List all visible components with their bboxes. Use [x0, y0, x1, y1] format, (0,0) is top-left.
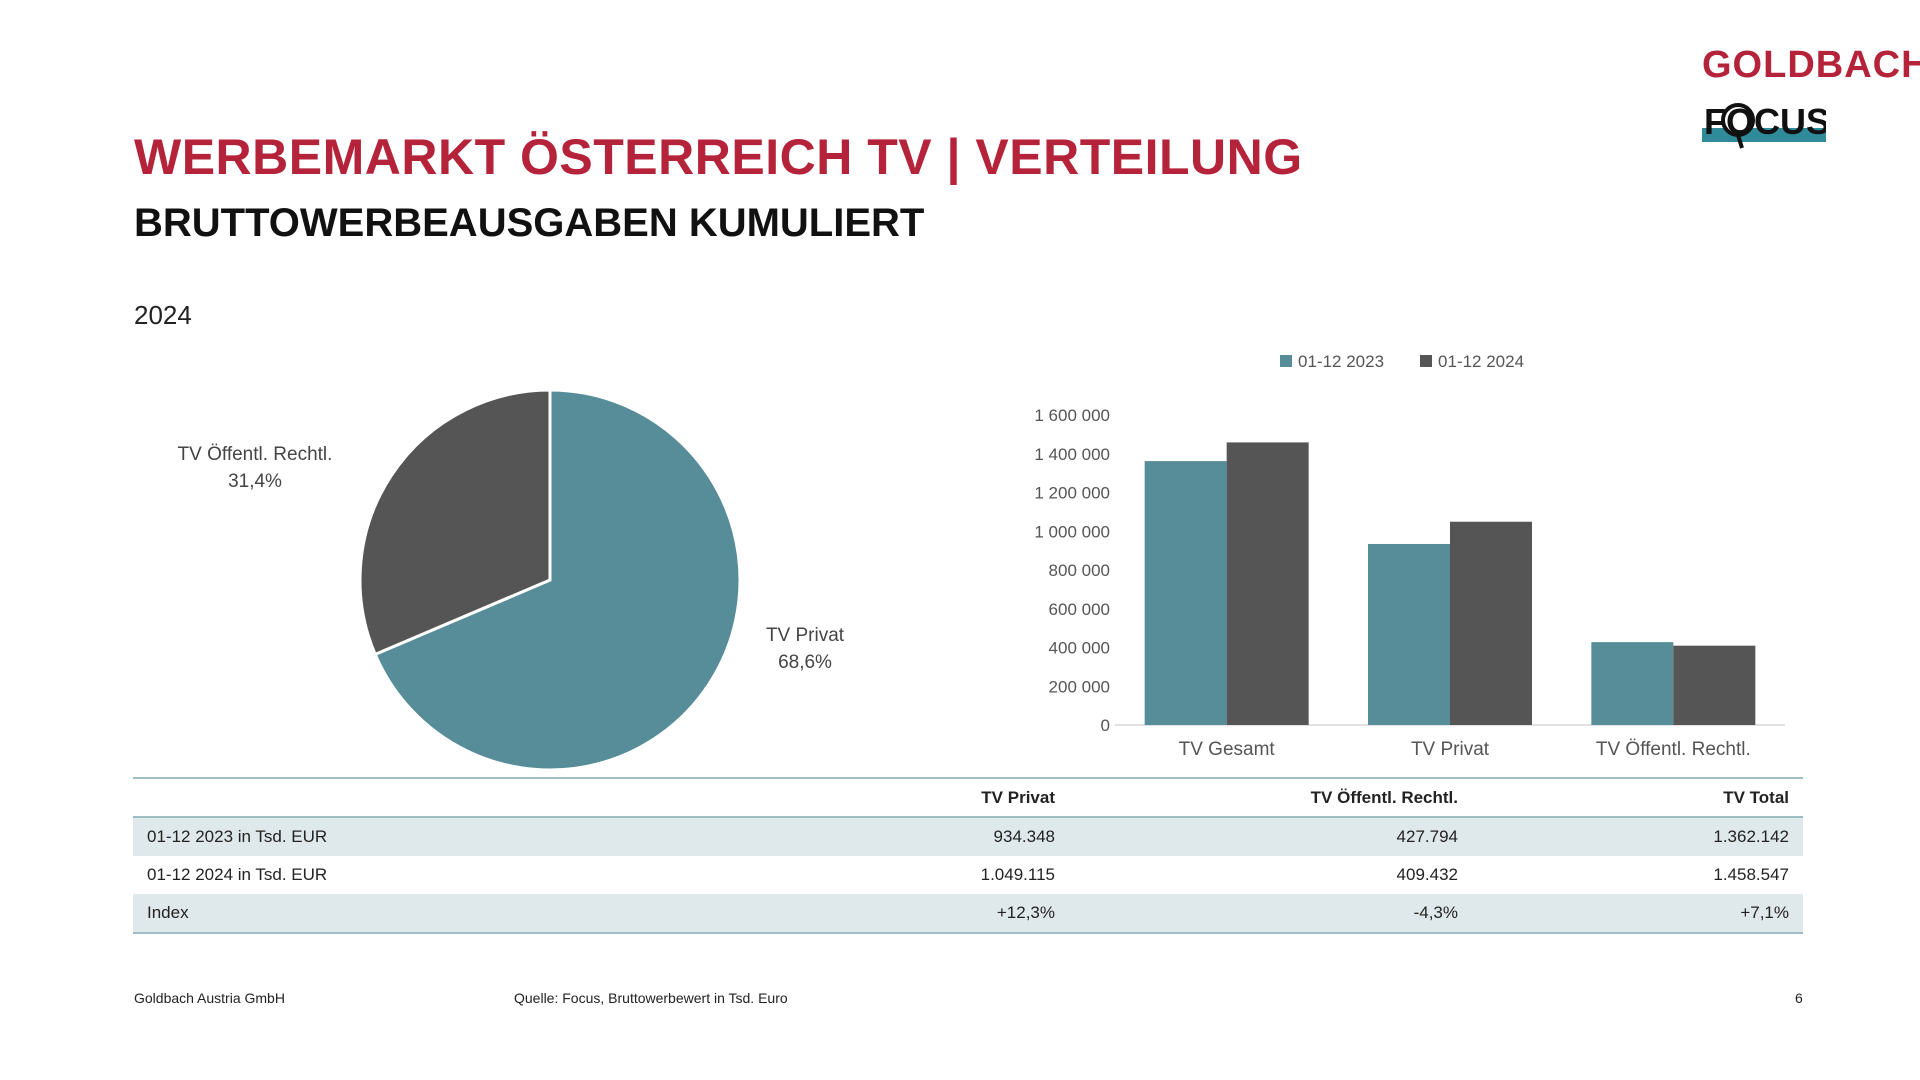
table-cell: 427.794 — [1069, 817, 1472, 856]
footer-source: Quelle: Focus, Bruttowerbewert in Tsd. E… — [514, 990, 788, 1006]
pie-label-privat-value: 68,6% — [778, 652, 832, 673]
page-title: WERBEMARKT ÖSTERREICH TV | VERTEILUNG — [134, 129, 1303, 185]
table-cell: 1.362.142 — [1472, 817, 1803, 856]
pie-chart — [358, 388, 742, 772]
y-tick-label: 200 000 — [1049, 677, 1110, 696]
legend-label: 01-12 2024 — [1438, 352, 1524, 371]
footer-page-number: 6 — [1795, 990, 1803, 1006]
table-header-row: TV Privat TV Öffentl. Rechtl. TV Total — [133, 777, 1803, 818]
table-header-cell — [133, 777, 721, 818]
y-tick-label: 1 200 000 — [1034, 484, 1110, 503]
legend-label: 01-12 2023 — [1298, 352, 1384, 371]
table-cell: 01-12 2023 in Tsd. EUR — [133, 817, 721, 856]
bar-1-0 — [1368, 543, 1450, 725]
x-category-label: TV Öffentl. Rechtl. — [1596, 739, 1751, 760]
page-subtitle: BRUTTOWERBEAUSGABEN KUMULIERT — [134, 201, 925, 245]
footer-company: Goldbach Austria GmbH — [134, 990, 285, 1006]
logo-focus-text: FOCUS — [1704, 101, 1826, 142]
x-category-label: TV Gesamt — [1179, 739, 1276, 760]
table-row: 01-12 2024 in Tsd. EUR 1.049.115 409.432… — [133, 856, 1803, 894]
table-cell: 934.348 — [721, 817, 1069, 856]
table-cell: 01-12 2024 in Tsd. EUR — [147, 865, 328, 884]
pie-label-oeffentl: TV Öffentl. Rechtl. 31,4% — [150, 441, 360, 495]
table-cell: 1.458.547 — [1713, 865, 1789, 884]
data-table: TV Privat TV Öffentl. Rechtl. TV Total 0… — [133, 777, 1803, 934]
y-tick-label: 800 000 — [1049, 561, 1110, 580]
pie-label-oeffentl-value: 31,4% — [228, 471, 282, 492]
y-tick-label: 1 000 000 — [1034, 522, 1110, 541]
y-tick-label: 600 000 — [1049, 600, 1110, 619]
table-header-cell: TV Total — [1472, 777, 1803, 818]
table-cell: +7,1% — [1472, 894, 1803, 934]
goldbach-focus-logo: GOLDBACH FOCUS — [1690, 44, 1920, 164]
pie-slice-1 — [358, 388, 552, 657]
table-row: 01-12 2023 in Tsd. EUR 934.348 427.794 1… — [133, 817, 1803, 856]
x-category-label: TV Privat — [1411, 739, 1490, 760]
bar-0-0 — [1144, 461, 1227, 725]
bar-0-1 — [1226, 442, 1309, 725]
pie-label-privat: TV Privat 68,6% — [750, 622, 860, 676]
y-tick-label: 400 000 — [1049, 639, 1110, 658]
y-tick-label: 1 400 000 — [1034, 445, 1110, 464]
logo-goldbach-text: GOLDBACH — [1702, 44, 1920, 86]
table-cell: 409.432 — [1396, 865, 1458, 884]
bar-chart: 0 200 000 400 000 600 000 800 000 1 000 000 1 … — [1034, 352, 1785, 760]
pie-slice-0 — [373, 388, 742, 772]
table-header-cell: TV Öffentl. Rechtl. — [1069, 777, 1472, 818]
pie-label-privat-name: TV Privat — [765, 625, 845, 646]
bar-1-1 — [1450, 521, 1532, 725]
y-tick-label: 1 600 000 — [1034, 406, 1110, 425]
bar-2-0 — [1591, 642, 1674, 725]
table-cell: Index — [133, 894, 721, 934]
legend-swatch — [1280, 355, 1292, 367]
focus-logo-icon: FOCUS — [1702, 101, 1826, 149]
legend-swatch — [1420, 355, 1432, 367]
y-tick-label: 0 — [1101, 716, 1110, 735]
table-cell: +12,3% — [721, 894, 1069, 934]
table-header-cell: TV Privat — [721, 777, 1069, 818]
year-label: 2024 — [134, 300, 192, 330]
table-cell: -4,3% — [1069, 894, 1472, 934]
bar-2-1 — [1673, 645, 1756, 725]
table-cell: 1.049.115 — [980, 865, 1055, 884]
table-row: Index +12,3% -4,3% +7,1% — [133, 894, 1803, 934]
pie-label-oeffentl-name: TV Öffentl. Rechtl. — [177, 444, 333, 465]
